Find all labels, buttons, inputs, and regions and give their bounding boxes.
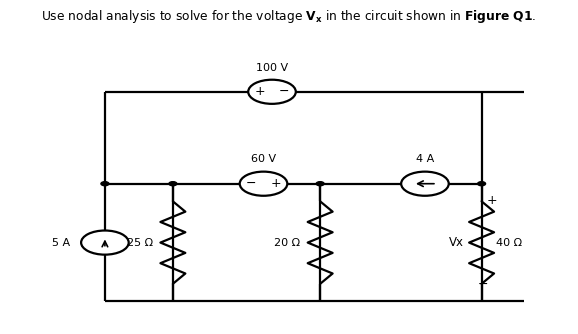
- Text: Use nodal analysis to solve for the voltage $\mathbf{V_x}$ in the circuit shown : Use nodal analysis to solve for the volt…: [42, 8, 536, 25]
- Text: 4 A: 4 A: [416, 154, 434, 164]
- Text: −: −: [246, 177, 257, 190]
- Circle shape: [477, 182, 486, 186]
- Circle shape: [316, 182, 324, 186]
- Text: 60 V: 60 V: [251, 154, 276, 164]
- Text: −: −: [279, 85, 290, 98]
- Text: +: +: [271, 177, 281, 190]
- Text: 100 V: 100 V: [256, 62, 288, 72]
- Text: 20 Ω: 20 Ω: [274, 237, 301, 247]
- Text: 25 Ω: 25 Ω: [127, 237, 153, 247]
- Text: 5 A: 5 A: [51, 237, 70, 247]
- Text: Vx: Vx: [449, 236, 464, 249]
- Circle shape: [101, 182, 109, 186]
- Text: −: −: [477, 278, 488, 291]
- Text: 40 Ω: 40 Ω: [496, 237, 522, 247]
- Text: +: +: [487, 194, 497, 207]
- Text: +: +: [254, 85, 265, 98]
- Circle shape: [169, 182, 177, 186]
